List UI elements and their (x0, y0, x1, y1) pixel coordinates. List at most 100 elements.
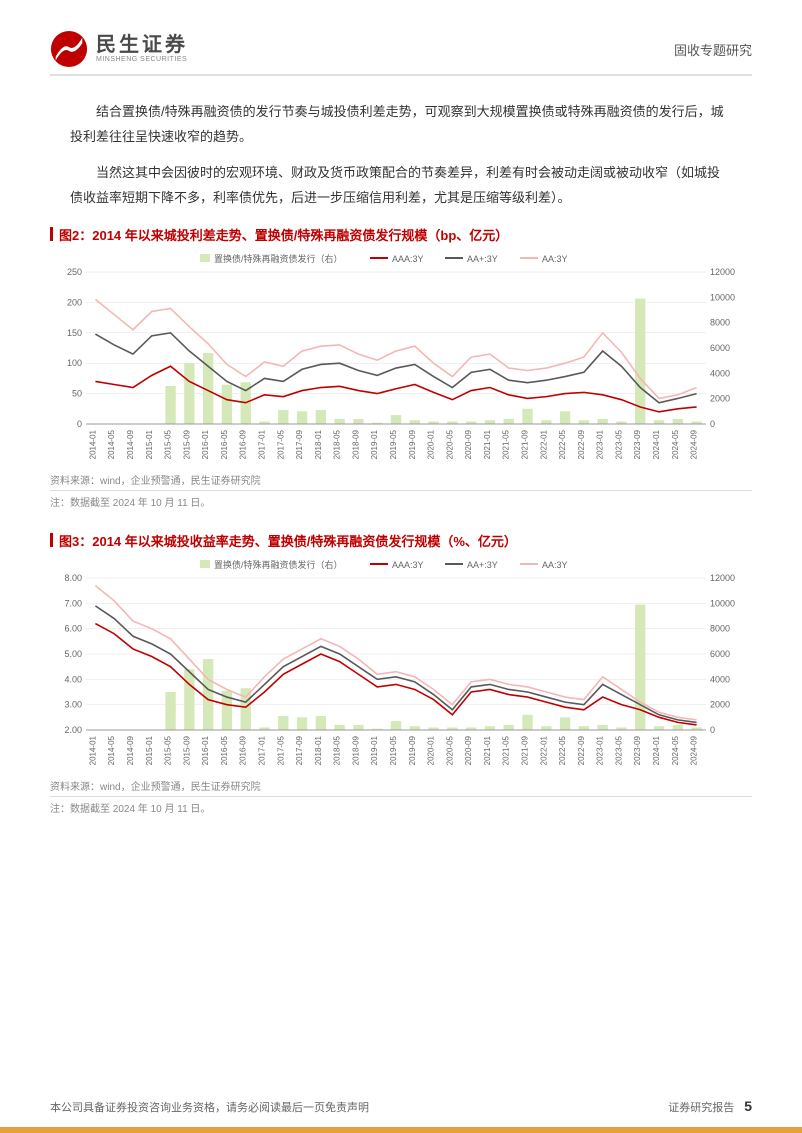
page-header: 民生证券 MINSHENG SECURITIES 固收专题研究 (50, 30, 752, 76)
svg-text:5.00: 5.00 (64, 649, 82, 659)
svg-text:7.00: 7.00 (64, 598, 82, 608)
svg-text:2020-05: 2020-05 (445, 429, 454, 459)
svg-text:2022-05: 2022-05 (558, 429, 567, 459)
svg-text:2.00: 2.00 (64, 725, 82, 735)
svg-text:2022-01: 2022-01 (539, 429, 548, 459)
page-number: 5 (744, 1098, 752, 1114)
doc-category: 固收专题研究 (674, 40, 752, 59)
svg-text:2015-01: 2015-01 (145, 735, 154, 765)
svg-text:2014-05: 2014-05 (107, 429, 116, 459)
svg-text:8000: 8000 (710, 623, 730, 633)
svg-text:2014-01: 2014-01 (88, 429, 97, 459)
logo-block: 民生证券 MINSHENG SECURITIES (50, 30, 188, 68)
svg-text:6000: 6000 (710, 649, 730, 659)
svg-text:2022-01: 2022-01 (539, 735, 548, 765)
svg-text:8000: 8000 (710, 317, 730, 327)
svg-text:2018-01: 2018-01 (314, 735, 323, 765)
svg-text:2020-05: 2020-05 (445, 735, 454, 765)
svg-text:2016-09: 2016-09 (239, 735, 248, 765)
svg-text:2020-09: 2020-09 (464, 429, 473, 459)
chart2-source: 资料来源：wind，企业预警通，民生证券研究院 (50, 472, 752, 491)
svg-text:6000: 6000 (710, 343, 730, 353)
svg-text:2023-09: 2023-09 (633, 429, 642, 459)
svg-text:2017-09: 2017-09 (295, 429, 304, 459)
svg-text:150: 150 (67, 328, 82, 338)
svg-text:2022-05: 2022-05 (558, 735, 567, 765)
svg-text:2014-05: 2014-05 (107, 735, 116, 765)
svg-text:0: 0 (77, 419, 82, 429)
svg-text:200: 200 (67, 297, 82, 307)
svg-text:2019-05: 2019-05 (389, 429, 398, 459)
svg-text:2014-09: 2014-09 (126, 429, 135, 459)
svg-text:2015-05: 2015-05 (164, 735, 173, 765)
chart2-note: 注：数据截至 2024 年 10 月 11 日。 (50, 494, 752, 509)
svg-text:2016-05: 2016-05 (220, 735, 229, 765)
chart3-title: 图3：2014 年以来城投收益率走势、置换债/特殊再融资债发行规模（%、亿元） (59, 531, 517, 550)
svg-text:2021-09: 2021-09 (521, 735, 530, 765)
svg-text:2019-05: 2019-05 (389, 735, 398, 765)
company-logo-icon (50, 30, 88, 68)
svg-text:4.00: 4.00 (64, 674, 82, 684)
svg-text:2023-01: 2023-01 (596, 429, 605, 459)
paragraph-2: 当然这其中会因彼时的宏观环境、财政及货币政策配合的节奏差异，利差有时会被动走阔或… (70, 161, 732, 210)
svg-text:2021-05: 2021-05 (502, 429, 511, 459)
svg-text:2016-09: 2016-09 (239, 429, 248, 459)
svg-text:2016-05: 2016-05 (220, 429, 229, 459)
svg-text:3.00: 3.00 (64, 699, 82, 709)
svg-text:2018-01: 2018-01 (314, 429, 323, 459)
svg-text:8.00: 8.00 (64, 573, 82, 583)
svg-text:12000: 12000 (710, 573, 735, 583)
svg-text:2015-09: 2015-09 (182, 429, 191, 459)
paragraph-1: 结合置换债/特殊再融资债的发行节奏与城投债利差走势，可观察到大规模置换债或特殊再… (70, 100, 732, 149)
svg-text:2024-09: 2024-09 (690, 429, 699, 459)
svg-text:6.00: 6.00 (64, 623, 82, 633)
svg-text:2016-01: 2016-01 (201, 735, 210, 765)
svg-text:2015-09: 2015-09 (182, 735, 191, 765)
svg-text:2014-09: 2014-09 (126, 735, 135, 765)
footer-report-label: 证券研究报告 (668, 1099, 734, 1115)
chart3-source: 资料来源：wind，企业预警通，民生证券研究院 (50, 778, 752, 797)
svg-text:2024-09: 2024-09 (690, 735, 699, 765)
svg-text:2015-01: 2015-01 (145, 429, 154, 459)
svg-text:50: 50 (72, 388, 82, 398)
svg-text:2023-01: 2023-01 (596, 735, 605, 765)
svg-text:2019-09: 2019-09 (408, 429, 417, 459)
svg-text:2014-01: 2014-01 (88, 735, 97, 765)
svg-text:2022-09: 2022-09 (577, 429, 586, 459)
svg-text:2021-05: 2021-05 (502, 735, 511, 765)
footer-disclaimer: 本公司具备证券投资咨询业务资格，请务必阅读最后一页免责声明 (50, 1099, 369, 1115)
svg-text:2017-05: 2017-05 (276, 429, 285, 459)
svg-text:置换债/特殊再融资债发行（右）: 置换债/特殊再融资债发行（右） (214, 559, 343, 570)
svg-text:2023-05: 2023-05 (614, 735, 623, 765)
svg-text:AAA:3Y: AAA:3Y (392, 254, 424, 264)
svg-text:0: 0 (710, 419, 715, 429)
svg-text:2024-05: 2024-05 (671, 735, 680, 765)
svg-text:2019-01: 2019-01 (370, 735, 379, 765)
chart2-title: 图2：2014 年以来城投利差走势、置换债/特殊再融资债发行规模（bp、亿元） (59, 225, 508, 244)
svg-text:2000: 2000 (710, 393, 730, 403)
page-footer: 本公司具备证券投资咨询业务资格，请务必阅读最后一页免责声明 证券研究报告 5 (50, 1098, 752, 1115)
svg-text:100: 100 (67, 358, 82, 368)
svg-text:4000: 4000 (710, 674, 730, 684)
svg-text:2017-01: 2017-01 (257, 429, 266, 459)
svg-text:2017-09: 2017-09 (295, 735, 304, 765)
svg-text:2021-09: 2021-09 (521, 429, 530, 459)
svg-text:2017-01: 2017-01 (257, 735, 266, 765)
svg-text:2018-05: 2018-05 (333, 429, 342, 459)
logo-text-cn: 民生证券 (96, 34, 188, 56)
chart3-note: 注：数据截至 2024 年 10 月 11 日。 (50, 800, 752, 815)
svg-text:2017-05: 2017-05 (276, 735, 285, 765)
svg-text:2024-01: 2024-01 (652, 429, 661, 459)
svg-text:置换债/特殊再融资债发行（右）: 置换债/特殊再融资债发行（右） (214, 253, 343, 264)
svg-text:AAA:3Y: AAA:3Y (392, 560, 424, 570)
svg-text:2015-05: 2015-05 (164, 429, 173, 459)
svg-text:AA+:3Y: AA+:3Y (467, 254, 498, 264)
svg-text:AA:3Y: AA:3Y (542, 560, 568, 570)
svg-text:2016-01: 2016-01 (201, 429, 210, 459)
svg-text:2023-09: 2023-09 (633, 735, 642, 765)
svg-text:2018-09: 2018-09 (351, 735, 360, 765)
svg-text:2020-01: 2020-01 (427, 735, 436, 765)
svg-text:2019-01: 2019-01 (370, 429, 379, 459)
chart3-title-bar: 图3：2014 年以来城投收益率走势、置换债/特殊再融资债发行规模（%、亿元） (50, 531, 752, 550)
svg-text:2022-09: 2022-09 (577, 735, 586, 765)
